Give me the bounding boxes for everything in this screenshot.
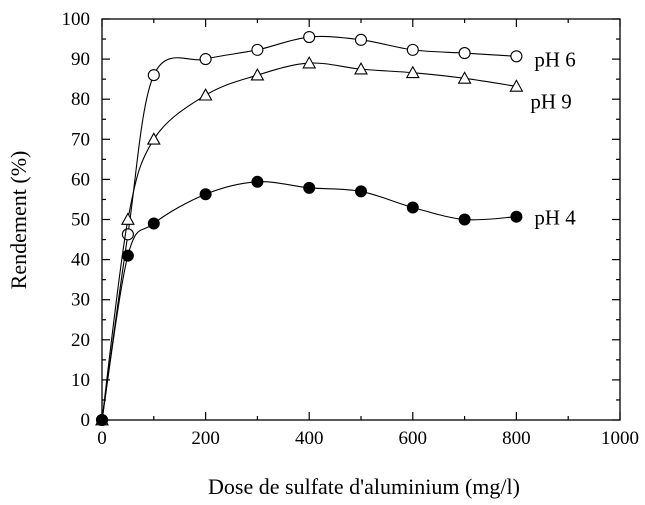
data-point-open-circle: [510, 50, 523, 63]
data-point-open-circle: [251, 43, 264, 56]
data-point-open-triangle: [302, 55, 317, 69]
data-point-open-triangle: [405, 65, 420, 79]
data-point-filled-circle: [303, 181, 316, 194]
data-point-filled-circle: [510, 210, 523, 223]
y-tick-label: 100: [62, 9, 91, 30]
data-point-open-triangle: [198, 88, 213, 101]
data-point-filled-circle: [458, 213, 471, 226]
y-tick-label: 70: [71, 129, 90, 150]
series-ph-4: [96, 175, 523, 426]
y-tick-label: 10: [71, 370, 90, 391]
data-point-open-triangle: [354, 61, 368, 75]
data-point-filled-circle: [121, 249, 134, 262]
y-tick-label: 90: [71, 49, 90, 70]
x-tick-label: 1000: [601, 428, 639, 449]
data-point-filled-circle: [96, 414, 108, 426]
data-point-open-circle: [303, 30, 316, 44]
data-point-open-triangle: [250, 68, 265, 81]
plot-axes: 0 200 400 600 800 1000 0 10 20 30 40 50 60 70 80 90 100: [62, 9, 640, 449]
y-tick-label: 50: [71, 210, 90, 231]
series-line: [101, 181, 517, 421]
y-tick-label: 0: [81, 410, 91, 431]
series-label: pH 9: [530, 89, 571, 113]
x-tick-label: 600: [399, 428, 428, 449]
data-point-filled-circle: [251, 175, 264, 188]
series-label: pH 4: [534, 206, 576, 230]
series-line: [101, 35, 517, 421]
y-tick-label: 40: [71, 250, 90, 271]
x-tick-label: 200: [191, 428, 220, 449]
data-point-open-circle: [199, 53, 212, 66]
series-ph-6: [95, 30, 523, 427]
data-point-open-triangle: [457, 71, 472, 84]
x-tick-label: 800: [502, 428, 531, 449]
data-point-filled-circle: [355, 185, 367, 198]
data-point-open-circle: [354, 33, 368, 46]
x-axis-title: Dose de sulfate d'aluminium (mg/l): [208, 474, 520, 499]
data-point-filled-circle: [147, 217, 160, 230]
data-point-open-triangle: [146, 132, 161, 145]
labels-layer: pH 6 pH 9 pH 4: [530, 47, 576, 229]
data-point-open-triangle: [120, 212, 135, 225]
data-point-filled-circle: [406, 201, 419, 214]
y-tick-label: 30: [71, 290, 90, 311]
series-layer: [95, 30, 524, 427]
data-point-open-circle: [121, 228, 134, 241]
data-point-filled-circle: [199, 188, 212, 201]
x-tick-label: 400: [295, 428, 324, 449]
series-ph-9: [95, 55, 524, 426]
data-point-open-circle: [147, 69, 160, 82]
y-tick-label: 60: [71, 169, 90, 190]
data-point-open-circle: [406, 43, 419, 56]
data-point-open-triangle: [509, 79, 524, 92]
x-tick-label: 0: [97, 428, 107, 449]
y-axis-title: Rendement (%): [6, 151, 31, 290]
y-tick-label: 80: [71, 89, 90, 110]
y-tick-label: 20: [71, 330, 90, 351]
series-label: pH 6: [534, 47, 575, 71]
series-line: [101, 62, 517, 421]
data-point-open-circle: [458, 47, 471, 60]
